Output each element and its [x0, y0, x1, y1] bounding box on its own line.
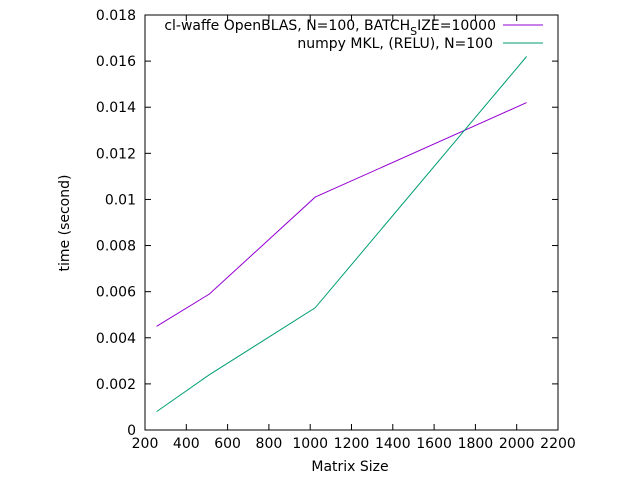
x-tick-label-9: 2000 — [499, 436, 535, 452]
y-tick-label-5: 0.01 — [105, 192, 136, 208]
x-tick-label-6: 1400 — [375, 436, 411, 452]
x-tick-label-0: 200 — [132, 436, 159, 452]
y-tick-label-6: 0.012 — [96, 146, 136, 162]
series-line-1 — [156, 102, 527, 327]
series-line-2 — [156, 56, 527, 413]
x-tick-label-3: 800 — [256, 436, 283, 452]
x-tick-label-1: 400 — [173, 436, 200, 452]
y-tick-label-4: 0.008 — [96, 239, 136, 255]
series-lines — [156, 56, 527, 413]
svg-text:cl-waffe OpenBLAS, N=100, BATC: cl-waffe OpenBLAS, N=100, BATCHSIZE=1000… — [164, 18, 496, 38]
legend-entry-1: cl-waffe OpenBLAS, N=100, BATCHSIZE=1000… — [164, 18, 543, 38]
x-tick-label-5: 1200 — [334, 436, 370, 452]
legend-label-1-tail: IZE=10000 — [417, 18, 496, 34]
y-axis-ticks: 0 0.002 0.004 0.006 0.008 0.01 0.012 0.014 0.016… — [96, 8, 558, 439]
y-tick-label-8: 0.016 — [96, 54, 136, 70]
x-axis-label: Matrix Size — [311, 459, 388, 475]
y-tick-label-1: 0.002 — [96, 377, 136, 393]
y-tick-label-0: 0 — [127, 423, 136, 439]
x-axis-ticks: 200 400 600 800 1000 1200 1400 1600 1800 2000 2200 — [132, 15, 576, 452]
y-tick-label-9: 0.018 — [96, 8, 136, 24]
legend: cl-waffe OpenBLAS, N=100, BATCHSIZE=1000… — [164, 18, 543, 52]
plot-frame — [144, 14, 559, 431]
x-tick-label-2: 600 — [214, 436, 241, 452]
legend-label-1-sub: S — [410, 25, 417, 38]
x-tick-label-4: 1000 — [292, 436, 328, 452]
y-tick-label-7: 0.014 — [96, 100, 136, 116]
x-tick-label-8: 1800 — [458, 436, 494, 452]
legend-label-2: numpy MKL, (RELU), N=100 — [297, 36, 493, 52]
y-tick-label-2: 0.004 — [96, 331, 136, 347]
legend-entry-2: numpy MKL, (RELU), N=100 — [297, 36, 543, 52]
legend-label-1-main: cl-waffe OpenBLAS, N=100, BATCH — [164, 18, 410, 34]
x-tick-label-7: 1600 — [416, 436, 452, 452]
y-axis-label: time (second) — [57, 175, 73, 272]
x-tick-label-10: 2200 — [540, 436, 576, 452]
y-tick-label-3: 0.006 — [96, 285, 136, 301]
